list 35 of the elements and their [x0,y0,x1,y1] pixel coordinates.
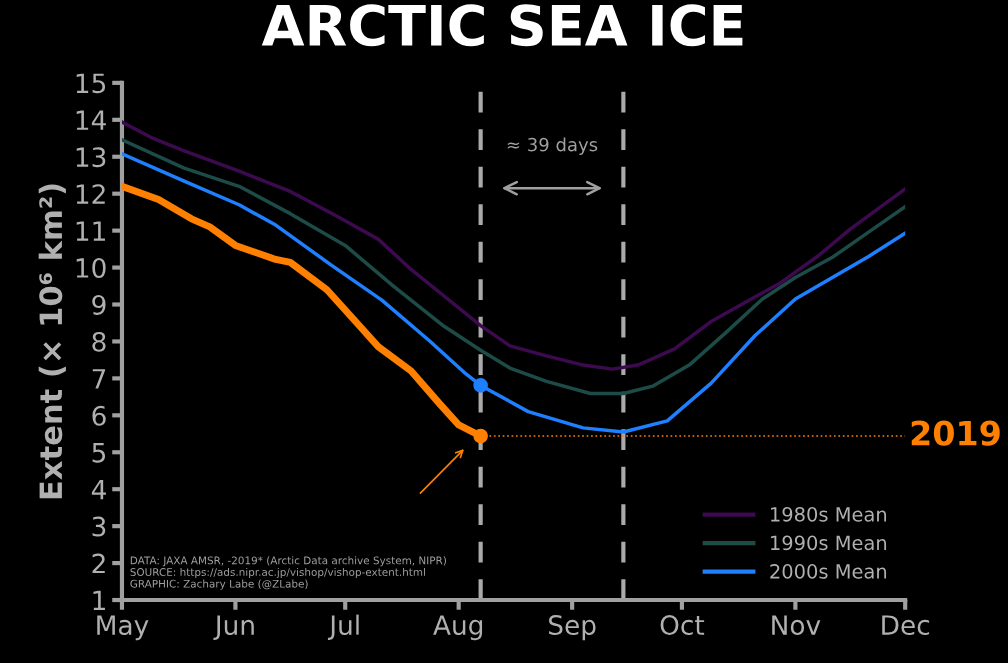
annotation: DATA: JAXA AMSR, -2019* (Arctic Data archive System, NIPR) [130,556,446,567]
x-tick-label: Nov [772,615,821,636]
annotation: SOURCE: https://ads.nipr.ac.jp/vishop/vishop-extent.html [130,567,425,579]
legend-label: 1980s Mean [771,506,887,522]
text: 2019 [911,420,1000,446]
y-tick-label: 1 [93,590,105,611]
y-tick-label: 4 [91,479,106,500]
x-tick-label: Oct [660,615,705,636]
line-series [121,138,906,396]
line-series [121,120,906,371]
x-tick-label: Sep [549,615,596,641]
y-tick-label: 14 [76,110,106,130]
x-tick-label: Dec [882,615,930,636]
x-tick-label: Jun [213,615,254,640]
y-tick-label: 5 [92,443,106,463]
y-tick-label: 9 [92,294,106,315]
y-tick-label: 10 [76,258,106,278]
y-tick-label: 12 [76,184,105,204]
y-tick-label: 3 [92,516,106,537]
annotation: ≈ 39 days [507,137,598,155]
y-tick-label: 2 [92,553,105,574]
x-tick-label: May [97,615,149,641]
y-tick-label: 13 [76,147,106,168]
x-tick-label: Jul [327,614,359,640]
annotation: GRAPHIC: Zachary Labe (@ZLabe) [130,579,308,590]
chart-title: ARCTIC SEA ICE [261,4,743,47]
legend-label: 2000s Mean [770,564,887,579]
y-tick-label: 6 [92,405,106,426]
y-axis-title: Extent (× 10⁶ km²) [38,184,66,499]
x-tick-label: Aug [433,615,483,641]
y-tick-label: 8 [92,331,106,352]
y-tick-label: 11 [76,221,105,241]
legend-label: 1990s Mean [771,535,887,551]
y-tick-label: 7 [92,369,106,389]
y-tick-label: 15 [76,73,106,94]
